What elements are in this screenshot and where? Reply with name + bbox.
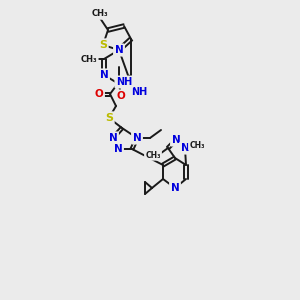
Text: S: S xyxy=(105,113,113,123)
Bar xyxy=(117,92,125,100)
Text: CH₃: CH₃ xyxy=(81,55,97,64)
Bar xyxy=(95,91,103,98)
Text: CH₃: CH₃ xyxy=(189,140,205,149)
Bar xyxy=(104,114,114,122)
Text: N: N xyxy=(133,133,141,143)
Bar xyxy=(109,134,117,142)
Text: N: N xyxy=(109,133,117,143)
Bar xyxy=(117,79,129,86)
Bar xyxy=(115,46,123,53)
Text: CH₃: CH₃ xyxy=(145,151,161,160)
Text: NH: NH xyxy=(116,77,132,87)
Text: S: S xyxy=(99,40,107,50)
Text: O: O xyxy=(94,89,103,99)
Text: N: N xyxy=(171,183,179,193)
Bar xyxy=(133,134,141,142)
Text: N: N xyxy=(114,144,122,154)
Bar xyxy=(131,88,143,95)
Bar xyxy=(172,136,180,143)
Text: N: N xyxy=(115,45,123,55)
Text: CH₃: CH₃ xyxy=(92,10,108,19)
Bar xyxy=(181,145,189,152)
Text: NH: NH xyxy=(131,87,147,97)
Text: N: N xyxy=(100,70,108,80)
Bar xyxy=(98,41,108,49)
Text: N: N xyxy=(181,143,189,153)
Bar xyxy=(171,184,179,191)
Text: O: O xyxy=(117,91,125,101)
Bar xyxy=(100,71,108,79)
Text: N: N xyxy=(172,135,180,145)
Bar xyxy=(114,146,122,152)
